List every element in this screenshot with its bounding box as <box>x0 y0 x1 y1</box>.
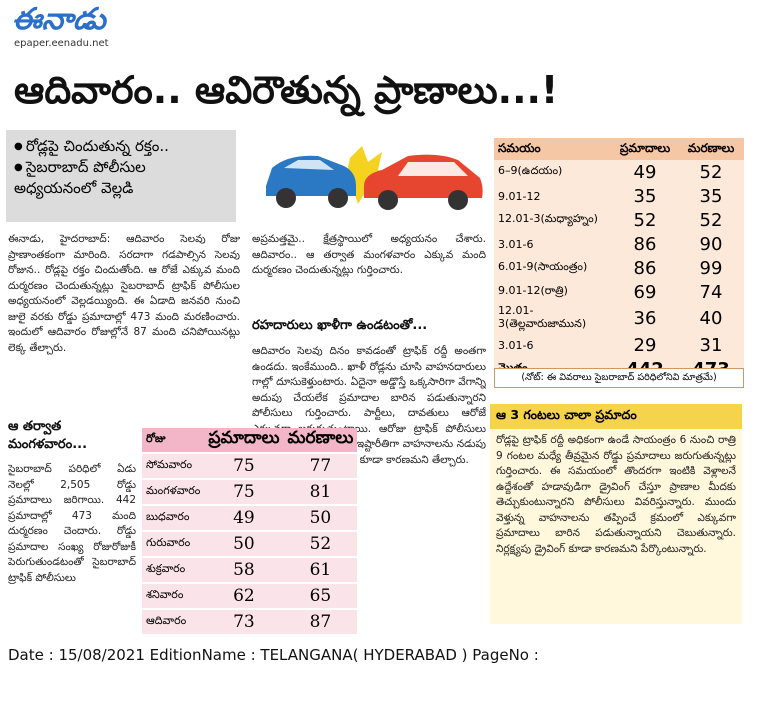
table-cell: 86 <box>633 233 657 255</box>
table-cell: 74 <box>699 281 723 303</box>
table-cell: 62 <box>204 583 284 610</box>
table-note: (నోట్: ఈ వివరాలు సైబరాబాద్ పరిధిలోనివి మ… <box>494 368 744 388</box>
table-cell: గురువారం <box>142 531 205 558</box>
footer: Date : 15/08/2021 EditionName : TELANGAN… <box>8 646 539 664</box>
table-cell: 75 <box>204 453 284 480</box>
headline: ఆదివారం.. ఆవిరౌతున్న ప్రాణాలు...! <box>14 68 559 112</box>
table-cell: 31 <box>699 334 723 356</box>
table-cell: 90 <box>699 233 723 255</box>
table-row: ఆదివారం 73 87 <box>142 609 358 636</box>
highlights: రోడ్లపై చిందుతున్న రక్తం.. సైబరాబాద్ పోల… <box>6 130 236 222</box>
highlight: సైబరాబాద్ పోలీసుల అధ్యయనంలో వెల్లడి <box>14 157 228 199</box>
table-row: 3.01-6 29 31 <box>494 333 744 357</box>
subheading: రహదారులు ఖాళీగా ఉండటంతో... <box>252 318 428 333</box>
table-row: 3.01-6 86 90 <box>494 232 744 256</box>
table-cell: 87 <box>283 609 358 636</box>
table-cell: 69 <box>633 281 657 303</box>
table-cell: బుధవారం <box>142 505 205 532</box>
table-cell: 50 <box>283 505 358 532</box>
table-row: 12.01-3(మధ్యాహ్నం) 52 52 <box>494 208 744 232</box>
table-row: 6–9(ఉదయం) 49 52 <box>494 160 744 184</box>
table-cell: 52 <box>633 209 657 231</box>
table-cell: 36 <box>633 308 657 329</box>
header-cell: మరణాలు <box>283 428 358 454</box>
article-text: సైబరాబాద్ పరిధిలో ఏడు నెలల్లో 2,505 రోడ్… <box>8 463 136 584</box>
sidebar-text: రోడ్లపై ట్రాఫిక్ రద్దీ అధికంగా ఉండే సాయం… <box>496 434 736 555</box>
day-table: రోజు ప్రమాదాలు మరణాలు సోమవారం 75 77 మంగళవారం 75… <box>142 428 358 636</box>
table-cell: 49 <box>633 161 657 183</box>
table-cell: 29 <box>633 334 657 356</box>
sidebar-title: ఆ 3 గంటలు చాలా ప్రమాదం <box>490 404 742 429</box>
subheading: ఆ తర్వాత మంగళవారం... <box>8 419 88 452</box>
table-row: శుక్రవారం 58 61 <box>142 557 358 584</box>
table-cell: 86 <box>633 257 657 279</box>
table-cell: 6.01-9(సాయంత్రం) <box>498 260 588 273</box>
table-cell: 6–9(ఉదయం) <box>498 164 563 177</box>
logo: ఈనాడు <box>12 2 106 37</box>
table-row: 9.01-12(రాత్రి) 69 74 <box>494 280 744 304</box>
table-cell: 65 <box>283 583 358 610</box>
table-cell: 12.01-3(మధ్యాహ్నం) <box>498 212 598 225</box>
table-cell: 81 <box>283 479 358 506</box>
sidebar: ఆ 3 గంటలు చాలా ప్రమాదం రోడ్లపై ట్రాఫిక్ … <box>490 404 742 624</box>
table-cell: ఆదివారం <box>142 609 205 636</box>
table-cell: 52 <box>699 209 723 231</box>
site-url: epaper.eenadu.net <box>14 38 109 49</box>
table-row: గురువారం 50 52 <box>142 531 358 558</box>
table-cell: 50 <box>204 531 284 558</box>
table-cell: 61 <box>283 557 358 584</box>
table-row: బుధవారం 49 50 <box>142 505 358 532</box>
table-cell: శనివారం <box>142 583 205 610</box>
time-table: సమయం ప్రమాదాలు మరణాలు 6–9(ఉదయం) 49 52 9.01-12 3… <box>494 138 744 381</box>
table-cell: 3.01-6 <box>498 338 534 352</box>
table-cell: 99 <box>699 257 723 279</box>
header-cell: మరణాలు <box>678 138 744 160</box>
table-cell: 52 <box>699 161 723 183</box>
table-cell: 40 <box>699 308 723 329</box>
table-cell: 12.01-3(తెల్లవారుజామున) <box>498 304 587 330</box>
table-row: 12.01-3(తెల్లవారుజామున) 36 40 <box>494 304 744 333</box>
table-row: మంగళవారం 75 81 <box>142 479 358 506</box>
header-cell: సమయం <box>494 138 612 160</box>
table-row: శనివారం 62 65 <box>142 583 358 610</box>
table-cell: మంగళవారం <box>142 479 205 506</box>
table-cell: 58 <box>204 557 284 584</box>
table-cell: 9.01-12 <box>498 189 541 203</box>
article-text: ఈనాడు, హైదరాబాద్: ఆదివారం సెలవు రోజు ప్ర… <box>8 233 240 354</box>
header-cell: ప్రమాదాలు <box>204 428 284 454</box>
table-cell: 52 <box>283 531 358 558</box>
table-cell: 3.01-6 <box>498 237 534 251</box>
header-row: సమయం ప్రమాదాలు మరణాలు <box>494 138 744 160</box>
table-row: 6.01-9(సాయంత్రం) 86 99 <box>494 256 744 280</box>
header-cell: రోజు <box>142 428 205 454</box>
table-cell: శుక్రవారం <box>142 557 205 584</box>
table-cell: 73 <box>204 609 284 636</box>
car-illustration <box>266 146 483 210</box>
table-cell: 75 <box>204 479 284 506</box>
table-cell: 9.01-12(రాత్రి) <box>498 284 568 297</box>
table-cell: 35 <box>633 185 657 207</box>
table-cell: 49 <box>204 505 284 532</box>
table-row: 9.01-12 35 35 <box>494 184 744 208</box>
header-cell: ప్రమాదాలు <box>612 138 678 160</box>
header-row: రోజు ప్రమాదాలు మరణాలు <box>142 428 358 454</box>
article-text: అప్రమత్తమై.. క్షేత్రస్థాయిలో అధ్యయనం చేశ… <box>252 233 486 276</box>
table-cell: సోమవారం <box>142 453 205 480</box>
highlight: రోడ్లపై చిందుతున్న రక్తం.. <box>14 136 228 157</box>
table-cell: 77 <box>283 453 358 480</box>
table-cell: 35 <box>699 185 723 207</box>
table-row: సోమవారం 75 77 <box>142 453 358 480</box>
